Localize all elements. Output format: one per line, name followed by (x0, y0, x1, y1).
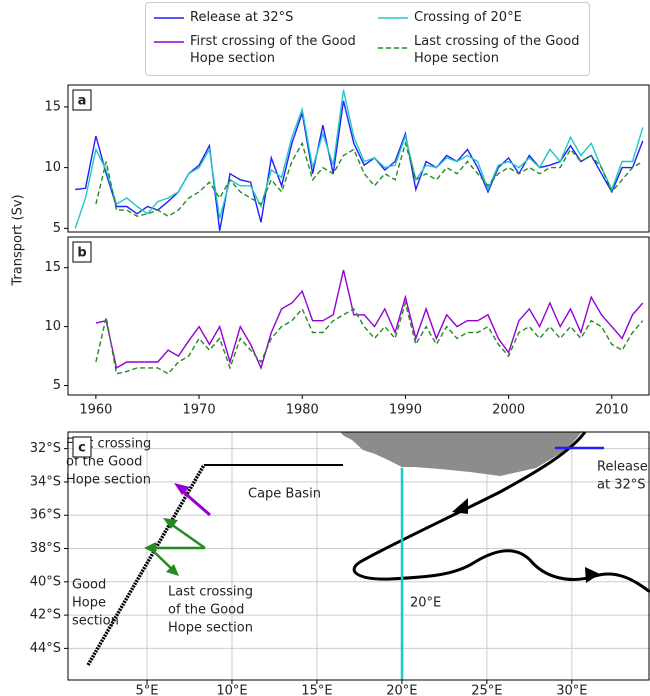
y-tick-label: 5 (53, 221, 61, 236)
plot-frame (67, 84, 650, 233)
trajectory (352, 431, 650, 594)
last-arrow-head (144, 542, 156, 554)
annotation: Good (72, 578, 106, 593)
annotation: Hope section (168, 621, 253, 636)
x-tick-label: 25°E (471, 684, 502, 696)
annotation: Cape Basin (248, 487, 321, 502)
legend-swatch (154, 41, 184, 43)
series-line (75, 100, 644, 231)
last-arrows (149, 520, 206, 572)
series-line (95, 140, 644, 218)
plot-frame (67, 236, 650, 396)
x-tick-label: 5°E (136, 684, 159, 696)
y-tick-label: 38°S (30, 541, 61, 556)
panel-label: a (78, 94, 87, 109)
y-tick-label: 5 (53, 378, 61, 393)
last-arrow-head (166, 564, 179, 576)
x-tick-label: 10°E (216, 684, 247, 696)
annotation: Release (597, 460, 648, 475)
trajectory-arrow (452, 498, 468, 514)
trajectory-arrow (585, 567, 600, 583)
land (340, 432, 582, 476)
legend-entry: First crossing of the Good Hope section (150, 33, 365, 67)
series-line (95, 269, 644, 370)
y-tick-label: 34°S (30, 474, 61, 489)
annotation: at 32°S (597, 478, 646, 493)
y-tick-label: 32°S (30, 441, 61, 456)
annotation: Last crossing (168, 585, 253, 600)
legend-entry: Crossing of 20°E (374, 9, 589, 26)
x-tick-label: 1980 (286, 403, 319, 418)
y-tick-label: 44°S (30, 641, 61, 656)
annotation: Hope section (66, 473, 151, 488)
y-tick-label: 40°S (30, 574, 61, 589)
x-tick-label: 1990 (389, 403, 422, 418)
section-line (86, 464, 206, 666)
y-axis-label: Transport (Sv) (11, 194, 26, 286)
legend-label: Last crossing of the Good Hope section (414, 34, 580, 66)
panel-label-box (72, 436, 92, 458)
legend-entry: Release at 32°S (150, 9, 365, 26)
plot-frame (67, 431, 650, 681)
x-tick-label: 2010 (595, 403, 628, 418)
panel-label: c (78, 441, 86, 456)
map-shapes (86, 431, 650, 680)
annotation: of the Good (168, 603, 244, 618)
legend-swatch (154, 17, 184, 19)
series-line (95, 300, 644, 375)
y-tick-label: 15 (44, 260, 61, 275)
first-arrow-head (174, 483, 190, 495)
y-tick-label: 10 (44, 319, 61, 334)
legend: Release at 32°S Crossing of 20°E First cro… (145, 2, 590, 76)
x-tick-label: 1970 (183, 403, 216, 418)
x-tick-label: 15°E (301, 684, 332, 696)
panel-label-box (72, 89, 92, 111)
annotation: 20°E (410, 596, 441, 611)
last-arrow (167, 520, 206, 550)
x-tick-label: 1960 (79, 403, 112, 418)
y-tick-label: 42°S (30, 608, 61, 623)
legend-label: Release at 32°S (190, 10, 294, 25)
x-tick-label: 20°E (386, 684, 417, 696)
series-line (74, 89, 644, 229)
legend-label: Crossing of 20°E (414, 10, 522, 25)
x-tick-label: 2000 (492, 403, 525, 418)
x-tick-label: 30°E (556, 684, 587, 696)
y-tick-label: 36°S (30, 508, 61, 523)
y-tick-label: 10 (44, 160, 61, 175)
legend-label: First crossing of the Good Hope section (190, 34, 356, 66)
panel-label: b (77, 246, 86, 261)
last-arrow-head (163, 518, 178, 529)
panel-label-box (72, 241, 92, 263)
annotation: Hope (72, 596, 106, 611)
annotation: of the Good (66, 455, 142, 470)
first-arrow (179, 487, 211, 517)
legend-entry: Last crossing of the Good Hope section (374, 33, 589, 67)
legend-swatch (378, 47, 408, 49)
y-tick-label: 15 (44, 99, 61, 114)
annotation: section (72, 614, 119, 629)
legend-swatch (378, 17, 408, 19)
